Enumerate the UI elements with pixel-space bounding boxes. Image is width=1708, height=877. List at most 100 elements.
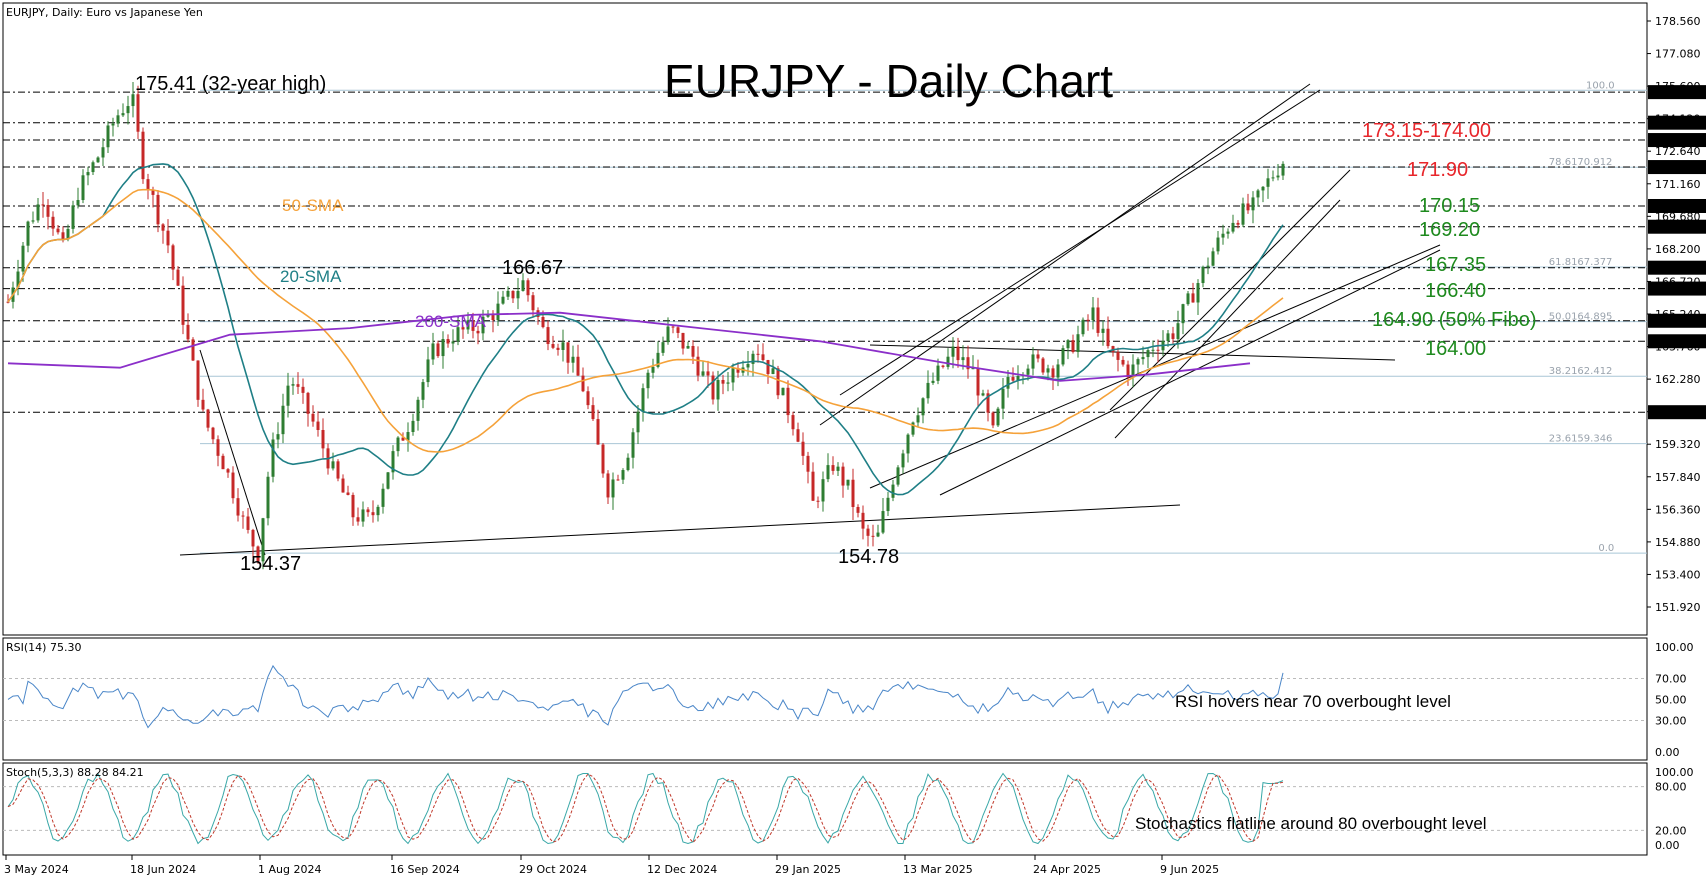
candle-body [101, 147, 105, 158]
candle-body [111, 123, 115, 126]
candle-body [441, 339, 445, 357]
sma50-label: 50-SMA [282, 196, 344, 215]
fibo-label: 78.6170.912 [1549, 157, 1613, 168]
candle-body [81, 175, 85, 201]
candle-body [396, 437, 400, 452]
candle-body [891, 484, 895, 498]
candle-body [151, 190, 155, 195]
level-tag-label: 173.937 [1653, 117, 1699, 130]
candle-body [1266, 178, 1270, 187]
candle-body [1081, 319, 1085, 335]
candle-body [106, 125, 110, 148]
price-tick-label: 151.920 [1655, 601, 1701, 614]
candle-body [131, 94, 135, 107]
candle-body [651, 366, 655, 373]
candle-body [511, 290, 515, 299]
candle-body [826, 465, 830, 480]
level-tag-label: 164.000 [1653, 335, 1699, 348]
candle-body [1006, 377, 1010, 389]
candle-body [401, 437, 405, 441]
rsi-tick-label: 50.00 [1655, 694, 1687, 707]
candle-body [781, 387, 785, 396]
rsi-line [7, 664, 1284, 729]
candle-body [456, 327, 460, 342]
candle-body [1236, 222, 1240, 225]
candle-body [1251, 197, 1255, 211]
candle-body [921, 398, 925, 416]
candle-body [71, 205, 75, 229]
candle-body [661, 342, 665, 353]
chart-title: EURJPY - Daily Chart [664, 55, 1113, 107]
candle-body [586, 391, 590, 406]
date-tick-label: 13 Mar 2025 [903, 863, 973, 876]
candle-body [636, 411, 640, 433]
candle-body [871, 535, 875, 537]
candle-body [896, 467, 900, 485]
resistance-zone-label: 173.15-174.00 [1362, 120, 1491, 142]
axis-layer: 178.560 177.080 175.600 174.120 172.640 171.1… [4, 15, 1701, 876]
candle-body [1031, 354, 1035, 369]
candle-body [116, 115, 120, 124]
candle-body [91, 162, 95, 173]
candle-body [1276, 175, 1280, 178]
candle-body [256, 546, 260, 562]
candle-body [346, 492, 350, 495]
candle-body [16, 271, 20, 288]
candle-body [306, 392, 310, 414]
candle-body [226, 469, 230, 473]
candle-body [1036, 354, 1040, 359]
candle-body [571, 356, 575, 363]
candle-body [711, 375, 715, 400]
candle-body [236, 498, 240, 516]
candle-body [926, 382, 930, 399]
candle-body [76, 200, 80, 206]
price-tick-label: 177.080 [1655, 48, 1701, 61]
candle-body [506, 290, 510, 297]
candle-body [621, 470, 625, 480]
candle-body [676, 327, 680, 333]
rsi-note: RSI hovers near 70 overbought level [1175, 692, 1451, 711]
candle-body [66, 228, 70, 240]
candle-body [1126, 364, 1130, 378]
candle-body [191, 339, 195, 361]
candle-body [261, 518, 265, 562]
candle-body [911, 422, 915, 435]
candle-body [981, 393, 985, 396]
rsi-panel-frame [2, 637, 1648, 761]
sma-layer [7, 163, 1284, 496]
candle-body [666, 326, 670, 343]
level-tag-label: 170.150 [1653, 200, 1699, 213]
rsi-tick-label: 0.00 [1655, 746, 1680, 759]
candle-body [291, 384, 295, 386]
level-tag [1648, 115, 1706, 130]
candle-body [1146, 350, 1150, 358]
candle-body [726, 382, 730, 384]
stoch-label: Stoch(5,3,3) 88.28 84.21 [6, 766, 144, 779]
candle-body [526, 280, 530, 296]
candle-body [1061, 348, 1065, 365]
level-tag-label: 173.148 [1653, 134, 1699, 147]
candle-body [656, 352, 660, 367]
candle-body [1026, 368, 1030, 375]
price-tick-label: 162.280 [1655, 373, 1701, 386]
candle-body [626, 457, 630, 471]
candle-body [546, 327, 550, 345]
candle-body [436, 343, 440, 357]
candle-body [1091, 307, 1095, 321]
candle-body [851, 479, 855, 507]
candle-body [751, 353, 755, 364]
candle-body [691, 346, 695, 357]
candle-body [316, 421, 320, 430]
trendline [819, 83, 1311, 426]
candle-body [426, 359, 430, 383]
trendline [1109, 169, 1351, 411]
candle-body [276, 434, 280, 440]
candle-body [566, 342, 570, 363]
price-tick-label: 169.680 [1655, 210, 1701, 223]
candle-body [411, 420, 415, 433]
candle-body [1051, 368, 1055, 378]
candle-body [876, 532, 880, 537]
stoch-tick-label: 0.00 [1655, 839, 1680, 852]
oscillators-layer: 100.00 70.00 50.00 30.00 0.00 100.00 80.00 20.0… [3, 641, 1694, 852]
